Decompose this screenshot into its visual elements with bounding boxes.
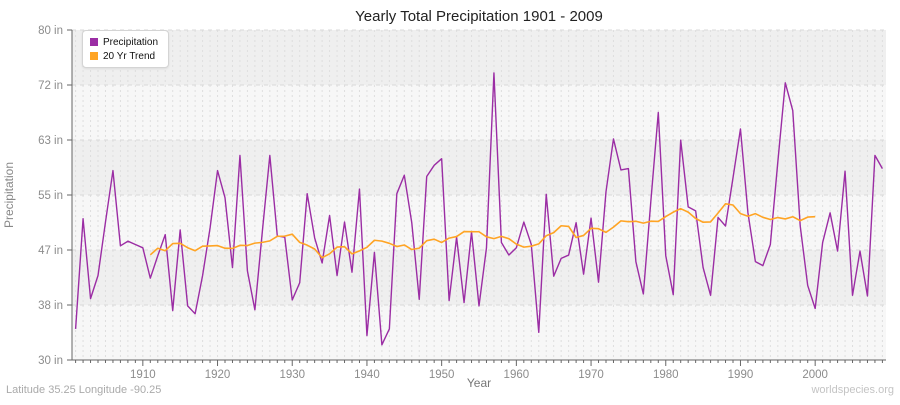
chart-title: Yearly Total Precipitation 1901 - 2009 bbox=[355, 8, 603, 25]
trend-swatch-icon bbox=[90, 52, 98, 60]
legend: Precipitation 20 Yr Trend bbox=[82, 30, 170, 68]
footer-coordinates: Latitude 35.25 Longitude -90.25 bbox=[6, 384, 162, 396]
legend-item-precipitation: Precipitation bbox=[90, 35, 158, 49]
y-tick-label: 47 in bbox=[38, 245, 63, 257]
legend-item-trend: 20 Yr Trend bbox=[90, 49, 158, 63]
y-tick-label: 55 in bbox=[38, 190, 63, 202]
y-tick-label: 63 in bbox=[38, 135, 63, 147]
y-tick-label: 80 in bbox=[38, 25, 63, 37]
x-tick-label: 2000 bbox=[802, 369, 828, 381]
x-tick-label: 1950 bbox=[429, 369, 455, 381]
x-tick-label: 1970 bbox=[578, 369, 604, 381]
x-tick-label: 1940 bbox=[354, 369, 380, 381]
x-axis-title: Year bbox=[466, 376, 492, 390]
legend-label-trend: 20 Yr Trend bbox=[103, 50, 156, 62]
legend-label-precipitation: Precipitation bbox=[103, 36, 159, 48]
precipitation-line bbox=[74, 72, 884, 346]
x-tick-label: 1960 bbox=[504, 369, 530, 381]
x-tick-label: 1980 bbox=[653, 369, 679, 381]
x-tick-label: 1930 bbox=[279, 369, 305, 381]
y-tick-label: 38 in bbox=[38, 300, 63, 312]
y-axis-title: Precipitation bbox=[2, 161, 16, 229]
x-tick-label: 1990 bbox=[728, 369, 754, 381]
x-tick-label: 1910 bbox=[130, 369, 156, 381]
x-tick-label: 1920 bbox=[205, 369, 231, 381]
footer-watermark: worldspecies.org bbox=[811, 384, 894, 396]
precipitation-swatch-icon bbox=[90, 38, 98, 46]
y-tick-label: 30 in bbox=[38, 355, 63, 367]
trend-line bbox=[149, 202, 816, 259]
y-tick-label: 72 in bbox=[38, 80, 63, 92]
